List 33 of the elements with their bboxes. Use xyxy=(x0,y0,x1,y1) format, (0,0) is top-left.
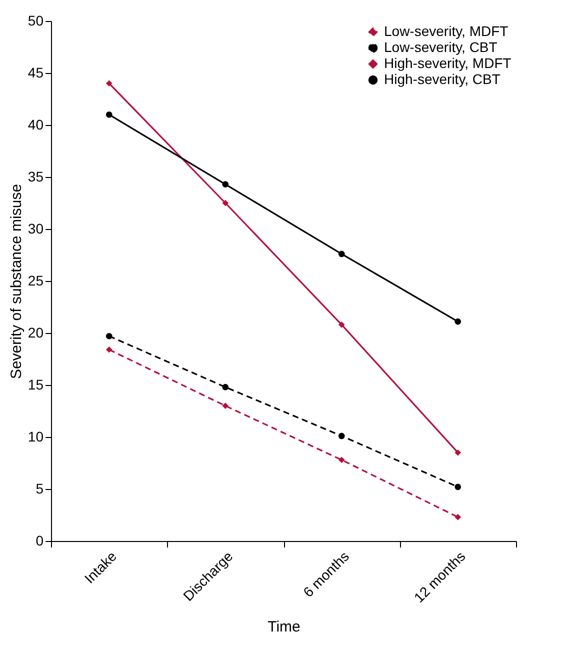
point xyxy=(222,402,229,409)
point xyxy=(338,250,345,258)
y-axis-title: Severity of substance misuse xyxy=(8,184,25,380)
point xyxy=(106,111,112,118)
point xyxy=(222,181,229,188)
point xyxy=(106,80,112,87)
point xyxy=(454,484,462,490)
point xyxy=(222,200,229,206)
point xyxy=(454,514,462,520)
legend-label: Low-severity, MDFT xyxy=(384,23,509,39)
y-tick-label: 25 xyxy=(28,272,44,288)
legend-label: Low-severity, CBT xyxy=(384,39,498,55)
y-tick-label: 40 xyxy=(28,116,44,132)
y-tick-label: 0 xyxy=(36,532,44,548)
point xyxy=(106,332,112,340)
y-tick-label: 10 xyxy=(28,428,44,444)
point xyxy=(106,346,112,353)
point xyxy=(222,384,229,390)
point xyxy=(454,449,462,456)
point xyxy=(454,318,462,325)
y-tick-label: 20 xyxy=(28,324,44,340)
y-tick-label: 45 xyxy=(28,64,44,80)
legend-label: High-severity, CBT xyxy=(384,71,501,87)
y-tick-label: 35 xyxy=(28,168,44,184)
point xyxy=(338,432,345,440)
point xyxy=(338,456,345,464)
y-tick-label: 15 xyxy=(28,376,44,392)
point xyxy=(338,322,345,328)
y-tick-label: 5 xyxy=(36,480,44,496)
y-tick-label: 50 xyxy=(28,12,44,28)
y-tick-label: 30 xyxy=(28,220,44,236)
legend-label: High-severity, MDFT xyxy=(384,55,512,71)
x-axis-title: Time xyxy=(268,618,300,636)
